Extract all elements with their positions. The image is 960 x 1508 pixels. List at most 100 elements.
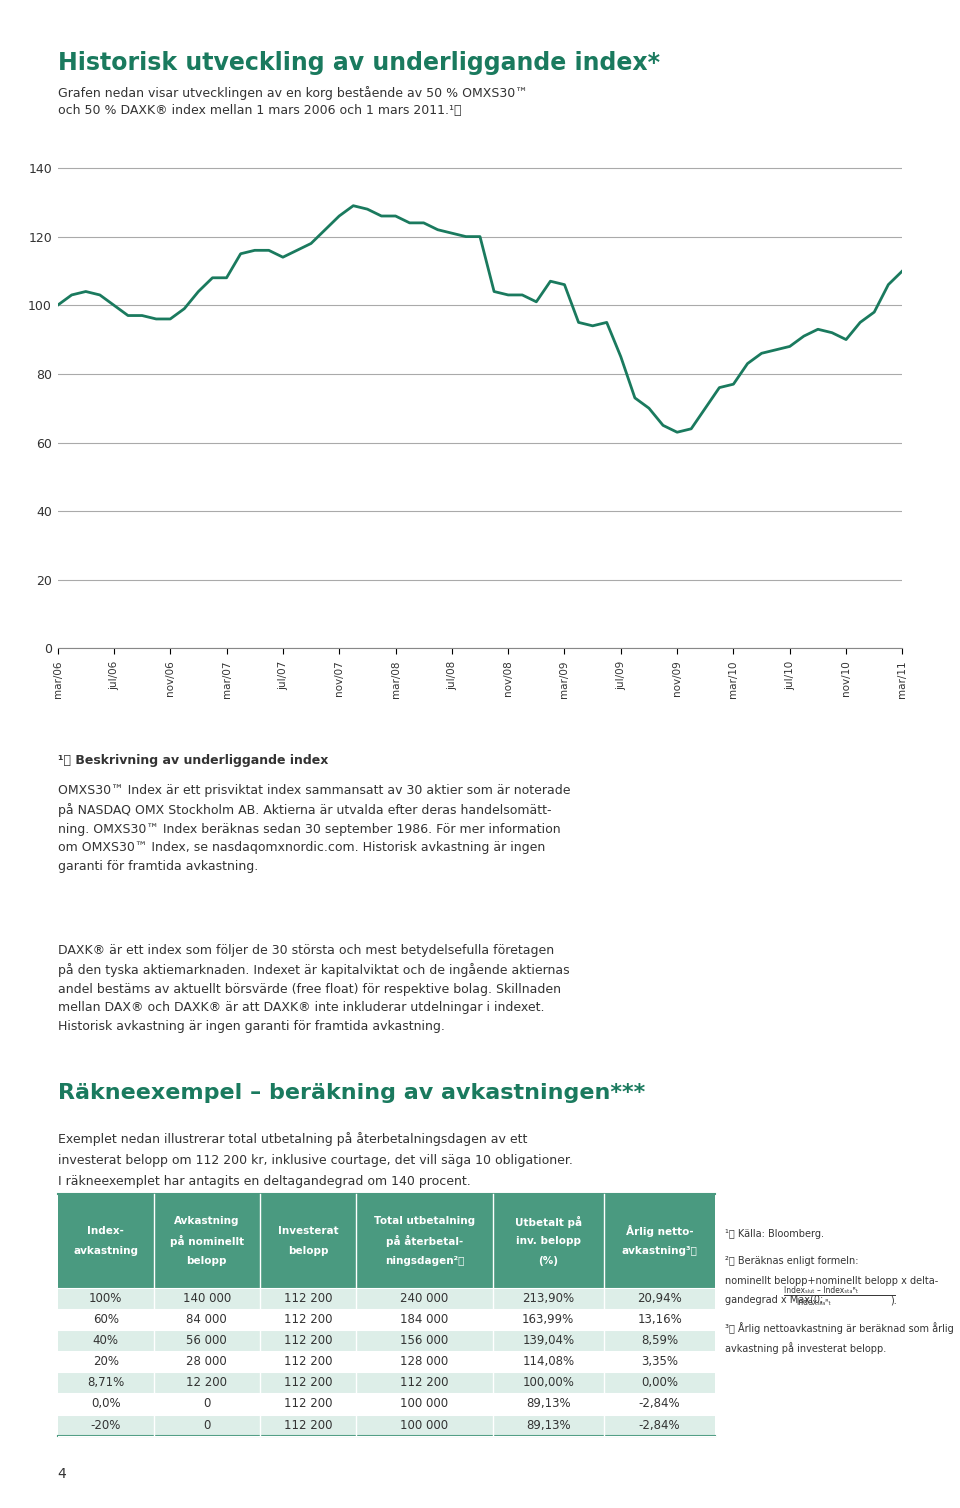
Text: 112 200: 112 200 xyxy=(284,1313,332,1326)
Bar xyxy=(604,1309,715,1330)
Bar xyxy=(492,1330,604,1351)
Text: ³⧠ Årlig nettoavkastning är beräknad som årlig: ³⧠ Årlig nettoavkastning är beräknad som… xyxy=(725,1323,953,1335)
Bar xyxy=(260,1393,356,1415)
Bar xyxy=(154,1393,260,1415)
Text: Total utbetalning: Total utbetalning xyxy=(373,1217,475,1226)
Text: nov/07: nov/07 xyxy=(334,661,345,697)
Text: mar/06: mar/06 xyxy=(53,661,62,698)
Text: (%): (%) xyxy=(539,1256,559,1265)
Bar xyxy=(356,1194,492,1288)
Bar xyxy=(58,1330,154,1351)
Text: 100 000: 100 000 xyxy=(400,1419,448,1431)
Text: avkastning på investerat belopp.: avkastning på investerat belopp. xyxy=(725,1342,886,1354)
Bar xyxy=(492,1194,604,1288)
Text: 60%: 60% xyxy=(93,1313,119,1326)
Bar xyxy=(260,1330,356,1351)
Bar xyxy=(356,1288,492,1309)
Text: Grafen nedan visar utvecklingen av en korg bestående av 50 % OMXS30™: Grafen nedan visar utvecklingen av en ko… xyxy=(58,86,527,100)
Bar xyxy=(356,1309,492,1330)
Text: nov/10: nov/10 xyxy=(841,661,852,697)
Text: 112 200: 112 200 xyxy=(400,1377,448,1389)
Bar xyxy=(604,1351,715,1372)
Bar xyxy=(356,1351,492,1372)
Text: mar/10: mar/10 xyxy=(729,661,738,698)
Text: ¹⧠ Källa: Bloomberg.: ¹⧠ Källa: Bloomberg. xyxy=(725,1229,824,1240)
Text: jul/10: jul/10 xyxy=(784,661,795,689)
Bar xyxy=(58,1194,154,1288)
Bar xyxy=(604,1194,715,1288)
Text: 112 200: 112 200 xyxy=(284,1292,332,1304)
Bar xyxy=(604,1330,715,1351)
Text: Index-: Index- xyxy=(87,1226,124,1237)
Text: mar/08: mar/08 xyxy=(391,661,400,698)
Text: 112 200: 112 200 xyxy=(284,1335,332,1347)
Bar xyxy=(356,1415,492,1436)
Text: på nominellt: på nominellt xyxy=(170,1235,244,1247)
Text: -2,84%: -2,84% xyxy=(638,1398,681,1410)
Text: 114,08%: 114,08% xyxy=(522,1356,574,1368)
Text: 100%: 100% xyxy=(89,1292,122,1304)
Text: gandegrad x Max(0;: gandegrad x Max(0; xyxy=(725,1295,823,1306)
Text: 3,35%: 3,35% xyxy=(641,1356,678,1368)
Text: 0,00%: 0,00% xyxy=(641,1377,678,1389)
Text: Indexₛₜₐᴿₜ: Indexₛₜₐᴿₜ xyxy=(796,1298,830,1307)
Bar xyxy=(492,1372,604,1393)
Text: 100,00%: 100,00% xyxy=(522,1377,574,1389)
Bar xyxy=(604,1393,715,1415)
Text: ¹⧠ Beskrivning av underliggande index: ¹⧠ Beskrivning av underliggande index xyxy=(58,754,328,768)
Text: ningsdagen²⧠: ningsdagen²⧠ xyxy=(385,1256,464,1265)
Text: jul/09: jul/09 xyxy=(615,661,626,689)
Text: 240 000: 240 000 xyxy=(400,1292,448,1304)
Bar xyxy=(260,1309,356,1330)
Text: 13,16%: 13,16% xyxy=(637,1313,682,1326)
Text: 128 000: 128 000 xyxy=(400,1356,448,1368)
Text: 112 200: 112 200 xyxy=(284,1419,332,1431)
Text: nov/06: nov/06 xyxy=(165,661,176,697)
Text: DAXK® är ett index som följer de 30 största och mest betydelsefulla företagen
på: DAXK® är ett index som följer de 30 stör… xyxy=(58,944,569,1033)
Text: 20%: 20% xyxy=(93,1356,119,1368)
Text: belopp: belopp xyxy=(186,1256,228,1265)
Text: 4: 4 xyxy=(58,1467,66,1481)
Bar xyxy=(260,1194,356,1288)
Text: belopp: belopp xyxy=(288,1246,328,1256)
Bar xyxy=(58,1372,154,1393)
Bar xyxy=(260,1351,356,1372)
Text: 28 000: 28 000 xyxy=(186,1356,228,1368)
Text: 8,71%: 8,71% xyxy=(87,1377,124,1389)
Text: mar/07: mar/07 xyxy=(222,661,231,698)
Text: ).: ). xyxy=(890,1295,897,1306)
Text: 0,0%: 0,0% xyxy=(91,1398,120,1410)
Text: 112 200: 112 200 xyxy=(284,1356,332,1368)
Bar xyxy=(604,1372,715,1393)
Bar xyxy=(356,1393,492,1415)
Text: jul/06: jul/06 xyxy=(108,661,119,689)
Text: avkastning³⧠: avkastning³⧠ xyxy=(622,1246,698,1256)
Bar xyxy=(492,1351,604,1372)
Text: jul/07: jul/07 xyxy=(277,661,288,689)
Bar xyxy=(492,1288,604,1309)
Text: 156 000: 156 000 xyxy=(400,1335,448,1347)
Bar xyxy=(58,1351,154,1372)
Text: 56 000: 56 000 xyxy=(186,1335,228,1347)
Bar xyxy=(154,1351,260,1372)
Text: 140 000: 140 000 xyxy=(182,1292,231,1304)
Text: 112 200: 112 200 xyxy=(284,1377,332,1389)
Bar xyxy=(154,1194,260,1288)
Text: Historisk utveckling av underliggande index*: Historisk utveckling av underliggande in… xyxy=(58,51,660,75)
Text: investerat belopp om 112 200 kr, inklusive courtage, det vill säga 10 obligation: investerat belopp om 112 200 kr, inklusi… xyxy=(58,1154,572,1167)
Text: 89,13%: 89,13% xyxy=(526,1398,570,1410)
Text: I räkneexemplet har antagits en deltagandegrad om 140 procent.: I räkneexemplet har antagits en deltagan… xyxy=(58,1175,470,1188)
Text: Utbetalt på: Utbetalt på xyxy=(515,1215,582,1228)
Bar xyxy=(154,1415,260,1436)
Text: 8,59%: 8,59% xyxy=(641,1335,678,1347)
Text: 84 000: 84 000 xyxy=(186,1313,228,1326)
Bar xyxy=(58,1288,154,1309)
Text: jul/08: jul/08 xyxy=(446,661,457,689)
Bar xyxy=(260,1415,356,1436)
Bar xyxy=(356,1372,492,1393)
Text: Årlig netto-: Årlig netto- xyxy=(626,1224,693,1238)
Text: mar/09: mar/09 xyxy=(560,661,569,698)
Bar xyxy=(604,1288,715,1309)
Bar xyxy=(154,1288,260,1309)
Bar xyxy=(604,1415,715,1436)
